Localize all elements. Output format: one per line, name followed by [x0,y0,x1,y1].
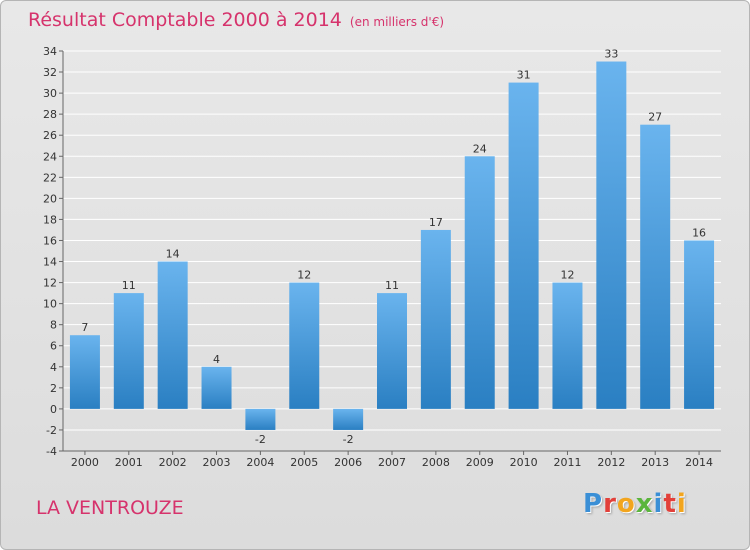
logo-letter: t [663,489,677,519]
chart-title: Résultat Comptable 2000 à 2014 [28,9,342,31]
data-label: 24 [473,142,487,155]
bar [201,366,232,409]
x-tick-label: 2014 [685,456,713,469]
x-tick-label: 2010 [510,456,538,469]
x-tick-label: 2009 [466,456,494,469]
logo-letter: P [583,489,604,519]
data-label: 4 [213,353,220,366]
y-tick-label: 0 [50,403,57,416]
y-tick-label: 12 [43,277,57,290]
y-tick-label: 28 [43,108,57,121]
logo-letter: i [653,489,664,519]
data-label: -2 [343,433,354,446]
data-label: 11 [385,279,399,292]
y-tick-label: 34 [43,45,57,58]
data-label: 11 [122,279,136,292]
commune-name: LA VENTROUZE [36,497,184,519]
x-tick-label: 2007 [378,456,406,469]
data-label: -2 [255,433,266,446]
data-label: 16 [692,226,706,239]
title-row: Résultat Comptable 2000 à 2014 (en millie… [28,9,444,31]
y-tick-label: 2 [50,382,57,395]
x-tick-label: 2005 [290,456,318,469]
bar [684,240,715,409]
y-tick-label: 26 [43,129,57,142]
x-tick-label: 2012 [597,456,625,469]
bar [596,61,627,409]
bar [245,408,276,430]
bars [69,61,715,430]
bar [464,156,495,409]
logo-letter: x [635,489,654,519]
bar [508,82,539,409]
y-tick-label: 18 [43,213,57,226]
y-tick-label: -4 [46,445,57,458]
bar [69,335,100,409]
x-tick-label: 2008 [422,456,450,469]
x-tick-label: 2011 [553,456,581,469]
y-tick-label: -2 [46,424,57,437]
bar [289,282,320,409]
data-label: 14 [166,248,180,261]
y-tick-label: 14 [43,256,57,269]
proxiti-logo: Proxiti [583,489,687,519]
y-tick-label: 10 [43,298,57,311]
y-tick-label: 20 [43,192,57,205]
x-tick-label: 2004 [246,456,274,469]
y-tick-label: 24 [43,150,57,163]
bar [333,408,364,430]
x-tick-label: 2003 [203,456,231,469]
data-label: 12 [297,269,311,282]
x-tick-label: 2000 [71,456,99,469]
logo-letter: i [676,489,687,519]
chart-subtitle: (en milliers d'€) [349,15,445,29]
bar [552,282,583,409]
bar [157,261,188,409]
x-tick-label: 2002 [159,456,187,469]
axes [59,50,721,455]
x-tick-label: 2013 [641,456,669,469]
labels: -4-2024681012141618202224262830323472000… [43,45,713,469]
y-tick-label: 32 [43,66,57,79]
bar [377,293,407,409]
logo-letter: o [616,489,636,519]
data-label: 17 [429,216,443,229]
bar [113,293,144,409]
y-tick-label: 8 [50,319,57,332]
y-tick-label: 16 [43,234,57,247]
y-tick-label: 6 [50,340,57,353]
logo-letter: r [603,489,617,519]
data-label: 31 [517,69,531,82]
bar [640,124,671,409]
bar [420,229,451,409]
y-tick-label: 30 [43,87,57,100]
y-tick-label: 4 [50,361,57,374]
y-tick-label: 22 [43,171,57,184]
data-label: 12 [560,269,574,282]
x-tick-label: 2001 [115,456,143,469]
data-label: 7 [81,321,88,334]
data-label: 33 [604,48,618,61]
data-label: 27 [648,111,662,124]
x-tick-label: 2006 [334,456,362,469]
